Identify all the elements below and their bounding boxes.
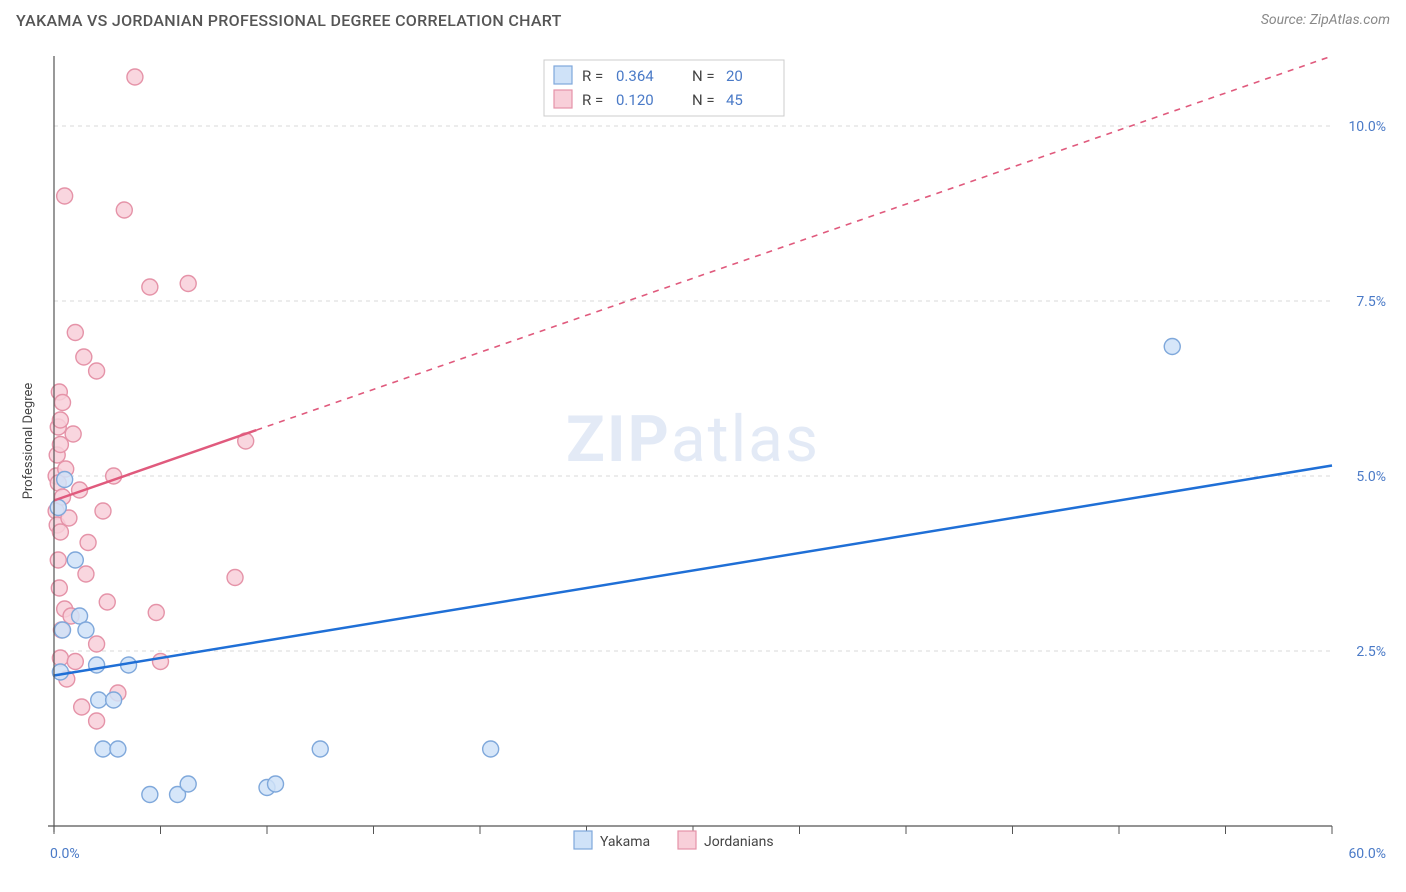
point-yakama: [1164, 339, 1180, 355]
chart-title: YAKAMA VS JORDANIAN PROFESSIONAL DEGREE …: [16, 11, 562, 30]
legend-rn-box: [544, 60, 784, 116]
legend-n-label: N =: [692, 67, 715, 85]
point-yakama: [78, 622, 94, 638]
point-jordanians: [65, 426, 81, 442]
source-attribution: Source: ZipAtlas.com: [1261, 12, 1390, 28]
point-jordanians: [67, 325, 83, 341]
legend-r-value: 0.120: [616, 91, 654, 109]
chart-container: YAKAMA VS JORDANIAN PROFESSIONAL DEGREE …: [0, 0, 1406, 892]
trendline-jordanians: [54, 430, 256, 500]
y-tick-label: 5.0%: [1356, 469, 1386, 485]
point-jordanians: [116, 202, 132, 218]
point-yakama: [67, 552, 83, 568]
legend-n-value: 20: [726, 67, 743, 85]
point-jordanians: [227, 570, 243, 586]
legend2-label-yakama: Yakama: [600, 834, 650, 850]
legend-r-label: R =: [582, 91, 603, 109]
point-yakama: [52, 664, 68, 680]
point-yakama: [57, 472, 73, 488]
point-jordanians: [50, 552, 66, 568]
point-jordanians: [89, 713, 105, 729]
point-jordanians: [180, 276, 196, 292]
y-tick-label: 2.5%: [1356, 644, 1386, 660]
point-jordanians: [74, 699, 90, 715]
trendline-jordanians-extrapolated: [256, 56, 1332, 430]
chart-area: 2.5% 5.0% 7.5% 10.0% ZIPatlas 0.0% 60.0% Profes…: [14, 46, 1392, 878]
legend-r-value: 0.364: [616, 67, 654, 85]
legend-n-label: N =: [692, 91, 715, 109]
x-min-label: 0.0%: [50, 846, 80, 862]
y-tick-label: 10.0%: [1348, 119, 1386, 135]
point-jordanians: [52, 412, 68, 428]
legend2-label-jordanians: Jordanians: [704, 834, 774, 850]
point-yakama: [55, 622, 71, 638]
legend-n-value: 45: [726, 91, 743, 109]
point-jordanians: [148, 605, 164, 621]
x-max-label: 60.0%: [1348, 846, 1386, 862]
point-yakama: [483, 741, 499, 757]
y-tick-label: 7.5%: [1356, 294, 1386, 310]
watermark: ZIPatlas: [566, 402, 820, 477]
point-jordanians: [99, 594, 115, 610]
trendline-yakama: [54, 466, 1332, 676]
point-yakama: [312, 741, 328, 757]
legend2-swatch-yakama: [574, 831, 592, 849]
point-yakama: [95, 741, 111, 757]
point-jordanians: [52, 524, 68, 540]
point-jordanians: [89, 636, 105, 652]
point-jordanians: [127, 69, 143, 85]
point-jordanians: [78, 566, 94, 582]
scatter-chart: 2.5% 5.0% 7.5% 10.0% ZIPatlas 0.0% 60.0% Profes…: [14, 46, 1392, 878]
point-yakama: [142, 787, 158, 803]
legend-r-label: R =: [582, 67, 603, 85]
point-jordanians: [80, 535, 96, 551]
point-yakama: [50, 500, 66, 516]
point-jordanians: [95, 503, 111, 519]
point-yakama: [106, 692, 122, 708]
point-jordanians: [76, 349, 92, 365]
legend-swatch-jordanians: [554, 90, 572, 108]
point-jordanians: [142, 279, 158, 295]
point-yakama: [268, 776, 284, 792]
legend2-swatch-jordanians: [678, 831, 696, 849]
point-jordanians: [55, 395, 71, 411]
point-yakama: [180, 776, 196, 792]
point-yakama: [91, 692, 107, 708]
y-axis-title: Professional Degree: [21, 383, 36, 500]
point-jordanians: [89, 363, 105, 379]
point-jordanians: [67, 654, 83, 670]
header-bar: YAKAMA VS JORDANIAN PROFESSIONAL DEGREE …: [0, 0, 1406, 40]
point-yakama: [110, 741, 126, 757]
legend-swatch-yakama: [554, 66, 572, 84]
point-jordanians: [57, 188, 73, 204]
